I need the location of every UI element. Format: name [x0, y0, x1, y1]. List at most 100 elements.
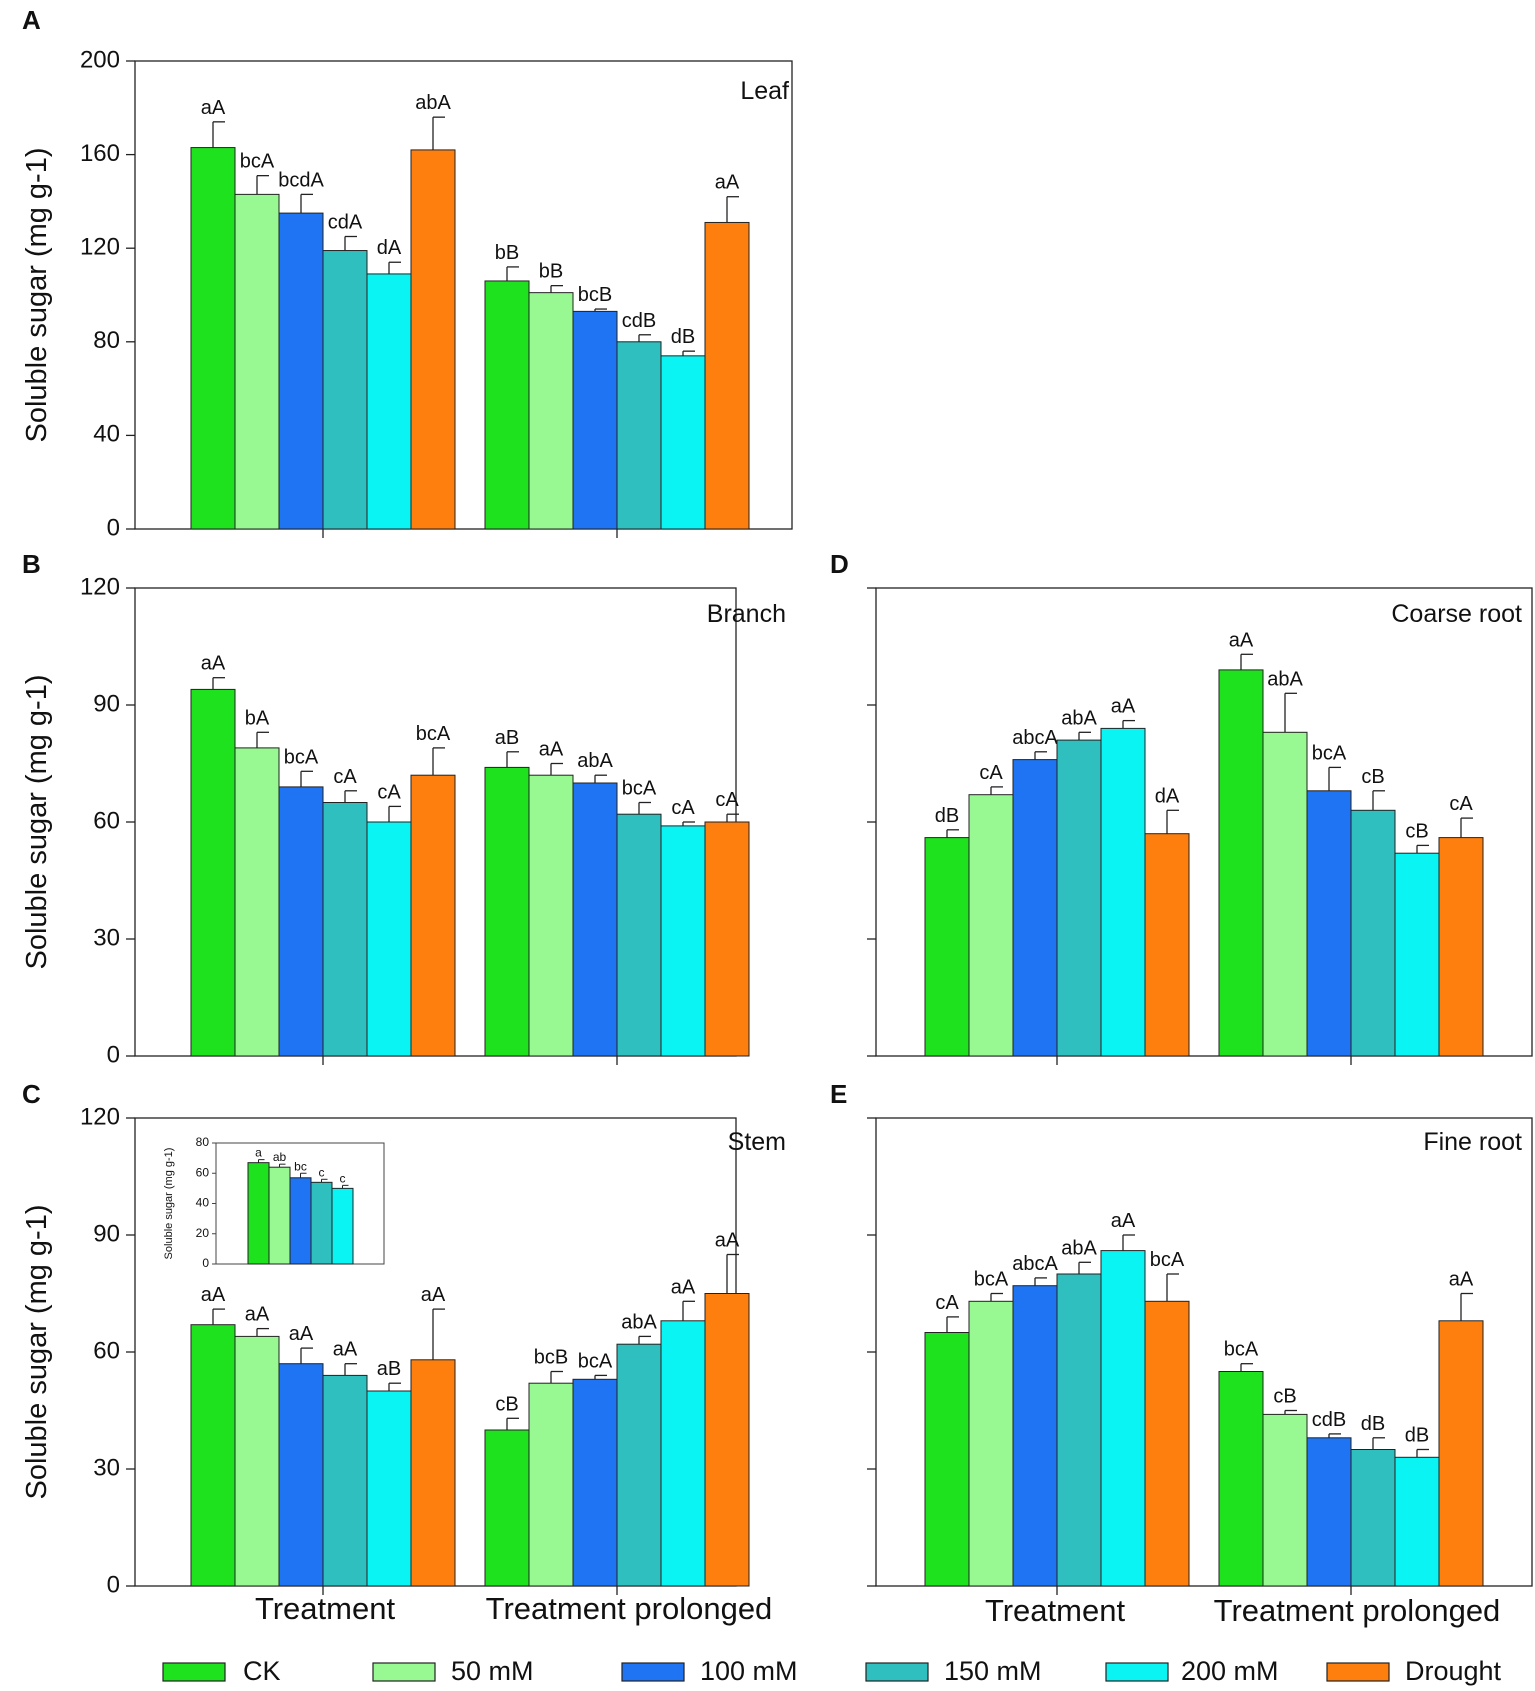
- legend-label: 100 mM: [700, 1656, 798, 1686]
- bar: [616, 813, 662, 1057]
- significance-label: aA: [671, 1276, 696, 1298]
- inset-bar: [310, 1181, 333, 1265]
- significance-label: aB: [377, 1358, 401, 1380]
- panel-title: Leaf: [740, 77, 789, 105]
- significance-label: bcA: [284, 746, 319, 768]
- bar: [190, 147, 236, 530]
- significance-label: bcA: [1224, 1339, 1259, 1361]
- significance-label: abcA: [1012, 1253, 1058, 1275]
- significance-label: aB: [495, 727, 519, 749]
- legend-swatch: [162, 1662, 226, 1682]
- significance-label: dA: [377, 237, 402, 259]
- bar: [1056, 739, 1102, 1057]
- y-axis-label: Soluble sugar (mg g-1): [21, 675, 53, 970]
- inset-y-axis-label: Soluble sugar (mg g-1): [163, 1148, 175, 1260]
- significance-label: cA: [671, 797, 695, 819]
- y-tick-label: 0: [107, 1041, 120, 1068]
- bar: [484, 280, 530, 530]
- bar: [1350, 1449, 1396, 1587]
- y-tick-label: 0: [107, 1571, 120, 1598]
- inset-y-tick-label: 80: [196, 1135, 210, 1149]
- panel-title: Branch: [707, 600, 786, 628]
- legend-label: 50 mM: [451, 1656, 534, 1686]
- bar: [704, 821, 750, 1057]
- significance-label: aA: [289, 1323, 314, 1345]
- bar: [1100, 727, 1146, 1057]
- bar: [1394, 852, 1440, 1057]
- significance-label: cdB: [622, 310, 656, 332]
- significance-label: aA: [1229, 629, 1254, 651]
- significance-label: abA: [1267, 668, 1303, 690]
- y-axis-label: Soluble sugar (mg g-1): [21, 1205, 53, 1500]
- bar: [234, 1335, 280, 1587]
- bar: [1306, 1437, 1352, 1587]
- inset-bar: [289, 1177, 312, 1265]
- significance-label: bA: [245, 707, 270, 729]
- inset-y-tick-label: 60: [196, 1165, 210, 1179]
- significance-label: dB: [1405, 1425, 1429, 1447]
- significance-label: aA: [1111, 1210, 1136, 1232]
- y-tick-label: 120: [80, 1103, 120, 1130]
- significance-label: cA: [377, 781, 401, 803]
- significance-label: bcA: [622, 778, 657, 800]
- bar: [1306, 790, 1352, 1057]
- bar: [410, 774, 456, 1057]
- significance-label: cA: [1449, 793, 1473, 815]
- panel-letter: A: [22, 5, 41, 35]
- bar: [278, 1363, 324, 1587]
- plot-frame: [134, 60, 793, 530]
- significance-label: aA: [421, 1284, 446, 1306]
- x-category-label: Treatment prolonged: [1214, 1593, 1501, 1628]
- bar: [704, 221, 750, 530]
- bar: [1144, 1300, 1190, 1587]
- significance-label: bcA: [578, 1350, 613, 1372]
- bar: [660, 355, 706, 530]
- significance-label: bcB: [534, 1347, 568, 1369]
- inset-significance-label: ab: [273, 1150, 287, 1164]
- bar: [366, 273, 412, 530]
- panel-title: Stem: [728, 1128, 786, 1156]
- inset-bar: [247, 1162, 270, 1265]
- significance-label: cB: [1361, 766, 1384, 788]
- inset-significance-label: c: [319, 1165, 325, 1179]
- y-axis-label: Soluble sugar (mg g-1): [21, 148, 53, 443]
- significance-label: bB: [539, 261, 563, 283]
- significance-label: cdA: [328, 212, 363, 234]
- legend-swatch: [372, 1662, 436, 1682]
- bar: [410, 1359, 456, 1587]
- bar: [572, 1378, 618, 1587]
- panel-title: Fine root: [1423, 1128, 1522, 1156]
- inset-y-tick-label: 20: [196, 1226, 210, 1240]
- panel-letter: E: [830, 1079, 847, 1109]
- legend-label: CK: [243, 1656, 281, 1686]
- bar: [322, 1374, 368, 1587]
- y-tick-label: 120: [80, 234, 120, 261]
- significance-label: dA: [1155, 785, 1180, 807]
- significance-label: cB: [495, 1393, 518, 1415]
- significance-label: bB: [495, 242, 519, 264]
- bar: [1218, 669, 1264, 1057]
- inset-y-tick-label: 0: [202, 1256, 209, 1270]
- x-category-label: Treatment: [255, 1591, 396, 1626]
- bar: [1100, 1250, 1146, 1587]
- bar: [278, 786, 324, 1057]
- panel-letter: D: [830, 549, 849, 579]
- legend-swatch: [865, 1662, 929, 1682]
- significance-label: aA: [201, 97, 226, 119]
- bar: [1218, 1371, 1264, 1587]
- y-tick-label: 40: [93, 421, 120, 448]
- significance-label: aA: [715, 172, 740, 194]
- bar: [572, 310, 618, 530]
- bar: [190, 688, 236, 1057]
- y-tick-label: 30: [93, 1454, 120, 1481]
- significance-label: abA: [621, 1311, 657, 1333]
- bar: [924, 1332, 970, 1587]
- y-tick-label: 60: [93, 807, 120, 834]
- bar: [484, 766, 530, 1057]
- bar: [1012, 759, 1058, 1057]
- x-category-label: Treatment: [985, 1593, 1126, 1628]
- y-tick-label: 90: [93, 1220, 120, 1247]
- legend-label: Drought: [1405, 1656, 1502, 1686]
- bar: [660, 825, 706, 1057]
- significance-label: aA: [1111, 696, 1136, 718]
